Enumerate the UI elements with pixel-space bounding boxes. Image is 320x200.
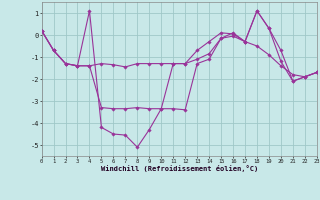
X-axis label: Windchill (Refroidissement éolien,°C): Windchill (Refroidissement éolien,°C): [100, 165, 258, 172]
